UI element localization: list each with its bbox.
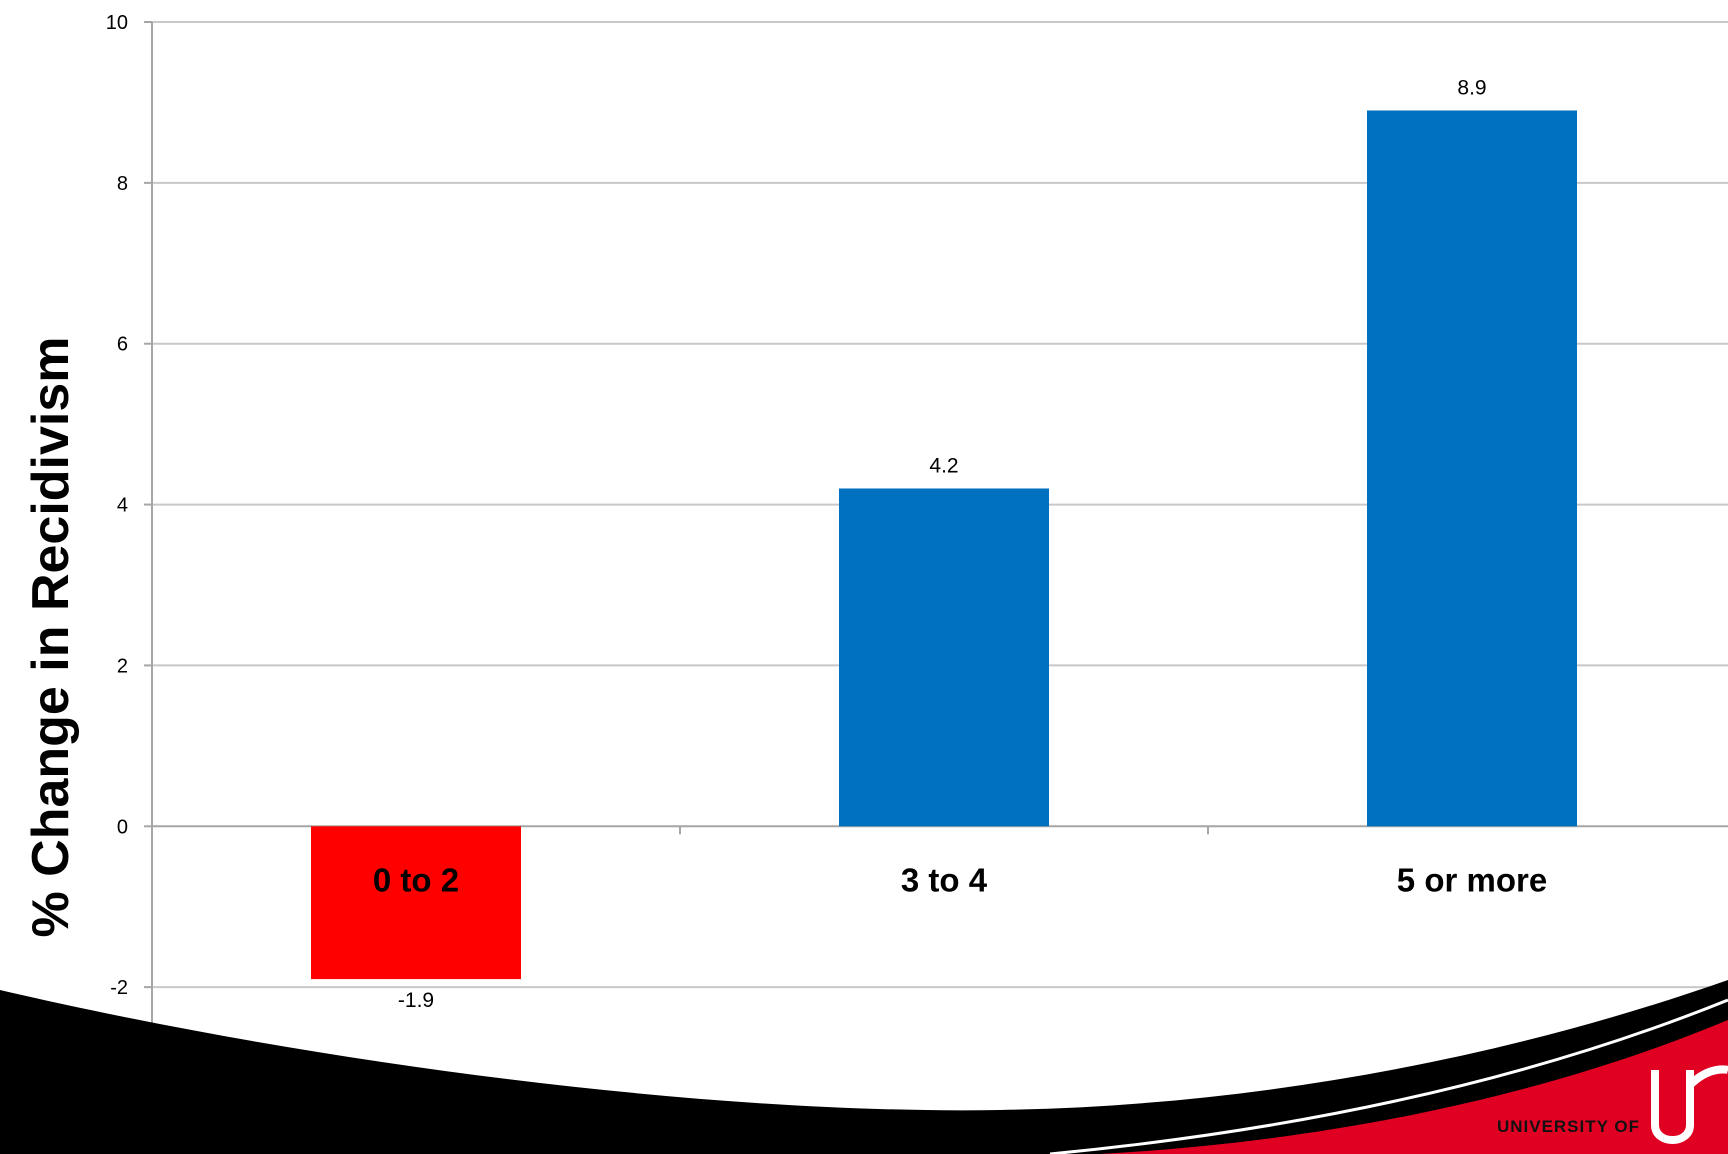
y-tick-label: 2 — [117, 655, 128, 677]
y-tick-label: 10 — [106, 12, 128, 34]
y-tick-label: 6 — [117, 334, 128, 356]
bar-2 — [839, 488, 1049, 827]
data-label-1: -1.9 — [398, 989, 434, 1012]
data-label-3: 8.9 — [1457, 76, 1486, 99]
uc-logo-icon — [1651, 1065, 1728, 1144]
data-labels: -1.9 4.2 8.9 — [398, 76, 1487, 1012]
category-label-3: 5 or more — [1397, 861, 1547, 898]
category-label-1: 0 to 2 — [373, 861, 459, 898]
y-tick-label: 4 — [117, 495, 128, 517]
category-labels: 0 to 2 3 to 4 5 or more — [373, 861, 1547, 898]
bar-3 — [1367, 110, 1577, 827]
category-label-2: 3 to 4 — [901, 861, 988, 898]
footer-white-line — [1049, 998, 1728, 1154]
footer-black-swoosh — [0, 980, 1728, 1154]
logo-text: UNIVERSITY OF — [1497, 1117, 1640, 1136]
footer-red-corner — [1100, 1020, 1728, 1154]
bar-1 — [311, 826, 521, 980]
university-logo: UNIVERSITY OF — [1497, 1065, 1728, 1144]
y-tick-label: -2 — [110, 977, 128, 999]
data-label-2: 4.2 — [929, 454, 958, 477]
bars — [311, 110, 1577, 980]
y-axis-label: % Change in Recidivism — [22, 336, 80, 937]
y-tick-label: 0 — [117, 816, 128, 838]
y-tick-label: 8 — [117, 173, 128, 195]
footer-swoosh — [0, 980, 1728, 1154]
